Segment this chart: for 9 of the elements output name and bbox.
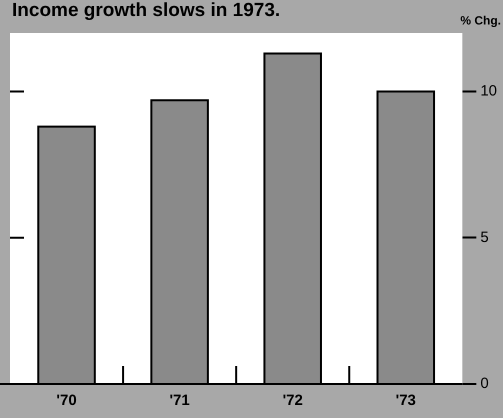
x-tick-label: '70	[56, 392, 77, 410]
x-tick-label: '71	[169, 392, 190, 410]
chart-title: Income growth slows in 1973.	[12, 0, 280, 22]
y-axis-title: % Chg.	[460, 13, 501, 28]
y-tick-label: 5	[480, 228, 489, 246]
y-tick-label: 10	[480, 82, 498, 100]
x-tick-label: '73	[396, 392, 416, 410]
y-tick-label: 0	[480, 375, 489, 392]
x-tick-label: '72	[282, 392, 303, 410]
